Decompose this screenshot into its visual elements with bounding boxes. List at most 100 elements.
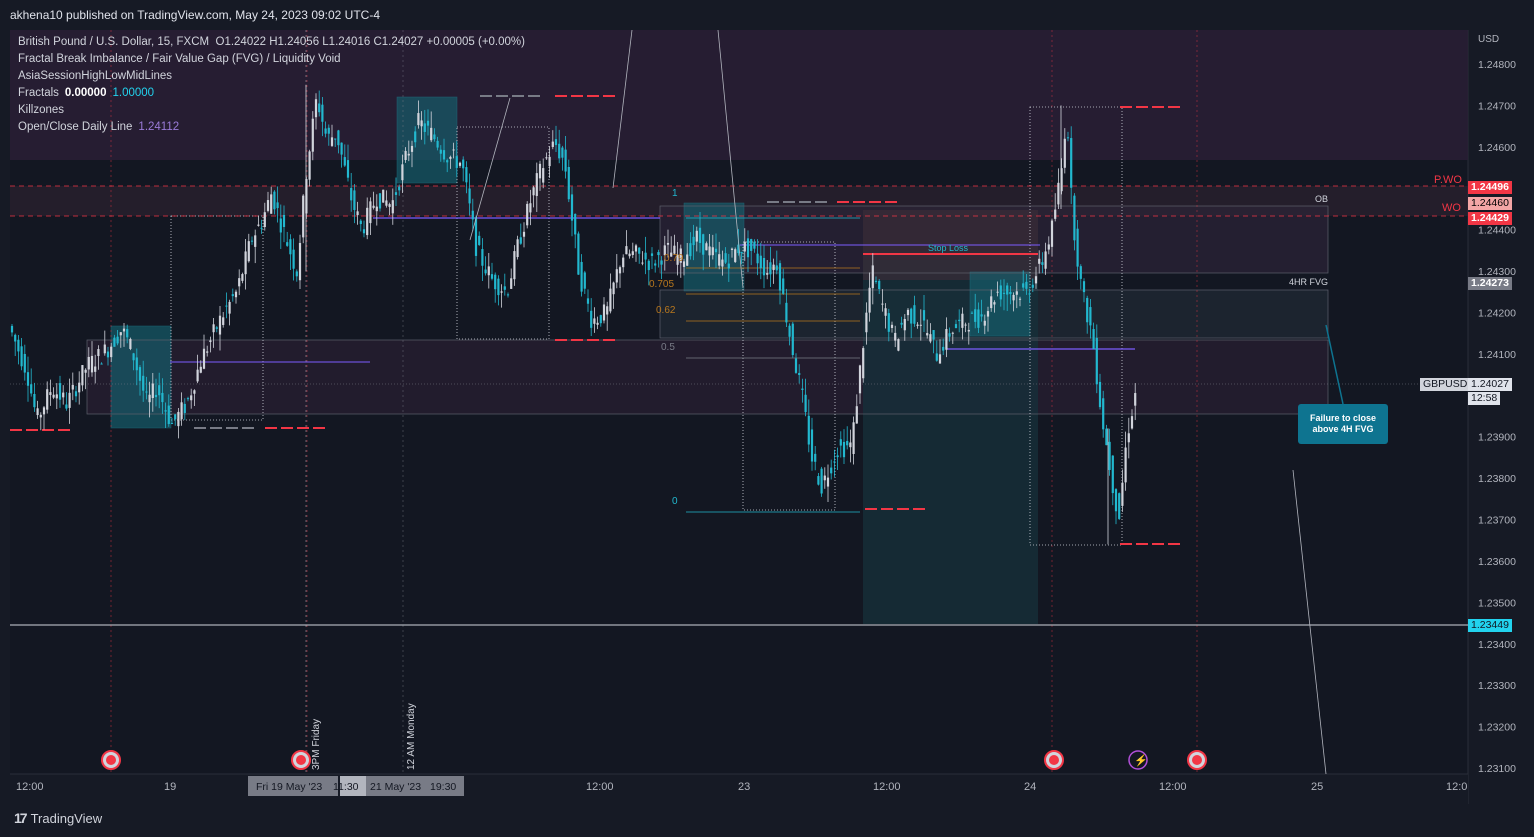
- candle-body: [353, 190, 356, 210]
- candle-body: [551, 141, 554, 147]
- candle-body: [506, 294, 510, 296]
- candle-body: [948, 333, 951, 337]
- range-box: [742, 241, 836, 511]
- candle-body: [113, 337, 116, 347]
- candle-body: [666, 242, 670, 245]
- candle-body: [202, 348, 206, 369]
- candle-body: [868, 287, 871, 313]
- candle-body: [634, 245, 638, 252]
- candle-body: [762, 258, 766, 276]
- candle-body: [289, 239, 292, 255]
- candle-body: [500, 291, 503, 293]
- candle-body: [142, 375, 145, 391]
- x-tick-label: 25: [1311, 781, 1323, 793]
- candle-body: [238, 278, 241, 287]
- candle-body: [129, 338, 132, 349]
- candle-body: [945, 329, 948, 350]
- y-tick-label: 1.23100: [1478, 763, 1516, 775]
- candle-body: [990, 296, 993, 309]
- candle-body: [1057, 182, 1060, 205]
- candle-body: [490, 274, 494, 279]
- candle-body: [308, 151, 311, 180]
- legend-killzones[interactable]: Killzones: [18, 104, 65, 116]
- candle-body: [154, 394, 158, 398]
- price-tag-fvg: 1.24273: [1468, 277, 1512, 290]
- candle-body: [372, 205, 375, 208]
- candle-body: [833, 461, 836, 463]
- vtext-3pm-friday: 3PM Friday: [311, 718, 322, 770]
- lightning-event-icon: ⚡: [1134, 754, 1148, 767]
- candle-body: [279, 218, 282, 233]
- candle-body: [84, 369, 87, 373]
- candle-body: [462, 159, 465, 169]
- candle-body: [830, 467, 833, 474]
- candle-body: [554, 139, 558, 146]
- candle-body: [740, 251, 743, 253]
- candle-body: [986, 311, 990, 317]
- candle-body: [570, 194, 574, 221]
- candle-body: [535, 173, 538, 196]
- candle-body: [794, 358, 798, 373]
- candle-body: [350, 187, 353, 201]
- candle-body: [78, 382, 81, 393]
- candle-body: [100, 363, 103, 365]
- legend-fvg[interactable]: Fractal Break Imbalance / Fair Value Gap…: [18, 53, 341, 65]
- candle-body: [1025, 281, 1028, 289]
- vtext-12am-monday: 12 AM Monday: [406, 703, 417, 770]
- candle-body: [814, 453, 817, 462]
- x-tick-label: 12:0: [1446, 781, 1467, 793]
- candle-body: [346, 160, 350, 178]
- candle-body: [522, 231, 526, 237]
- candle-body: [890, 324, 894, 328]
- candle-body: [1092, 329, 1095, 350]
- candle-body: [964, 324, 967, 326]
- candle-body: [810, 429, 814, 462]
- candle-body: [151, 383, 154, 399]
- candle-body: [468, 188, 471, 204]
- candle-body: [516, 239, 519, 258]
- candles-layer: [10, 84, 1137, 545]
- candle-body: [1015, 291, 1018, 295]
- candle-body: [39, 414, 42, 418]
- y-tick-label: 1.24200: [1478, 307, 1516, 319]
- candle-body: [746, 238, 750, 258]
- candle-body: [222, 317, 225, 325]
- candle-body: [302, 195, 305, 238]
- candle-body: [926, 333, 929, 336]
- candle-body: [884, 308, 887, 316]
- candle-body: [852, 422, 855, 454]
- flag-event-icon: [296, 755, 306, 765]
- legend-fractals[interactable]: Fractals: [18, 87, 59, 99]
- price-chart[interactable]: 1.248001.247001.246001.244001.243001.242…: [10, 30, 1534, 804]
- tradingview-logo-icon: 17: [14, 810, 28, 826]
- x-highlight-label: Fri 19 May '23: [256, 781, 322, 793]
- candle-body: [1018, 298, 1022, 300]
- candle-body: [954, 324, 958, 329]
- candle-body: [510, 278, 513, 289]
- candle-body: [958, 319, 961, 322]
- candle-body: [65, 404, 68, 409]
- candle-body: [798, 372, 801, 376]
- candle-body: [247, 241, 250, 262]
- brand[interactable]: 17 TradingView: [14, 810, 102, 826]
- legend-asia[interactable]: AsiaSessionHighLowMidLines: [18, 70, 173, 82]
- candle-body: [775, 265, 778, 271]
- fib-079: 0.79: [664, 253, 684, 264]
- y-tick-label: 1.24100: [1478, 349, 1516, 361]
- candle-body: [782, 278, 785, 294]
- candle-body: [615, 269, 618, 283]
- candle-body: [209, 340, 212, 343]
- candle-body: [1076, 228, 1079, 267]
- candle-body: [894, 332, 897, 341]
- candle-body: [724, 253, 727, 263]
- candle-body: [23, 353, 26, 373]
- candle-body: [1009, 291, 1012, 295]
- candle-body: [519, 237, 522, 244]
- candle-body: [558, 143, 561, 159]
- candle-body: [970, 312, 974, 314]
- y-tick-label: 1.23600: [1478, 556, 1516, 568]
- x-highlight-label: 21 May '23: [370, 781, 421, 793]
- candle-body: [574, 213, 577, 235]
- candle-body: [842, 441, 846, 458]
- legend-daily[interactable]: Open/Close Daily Line: [18, 121, 133, 133]
